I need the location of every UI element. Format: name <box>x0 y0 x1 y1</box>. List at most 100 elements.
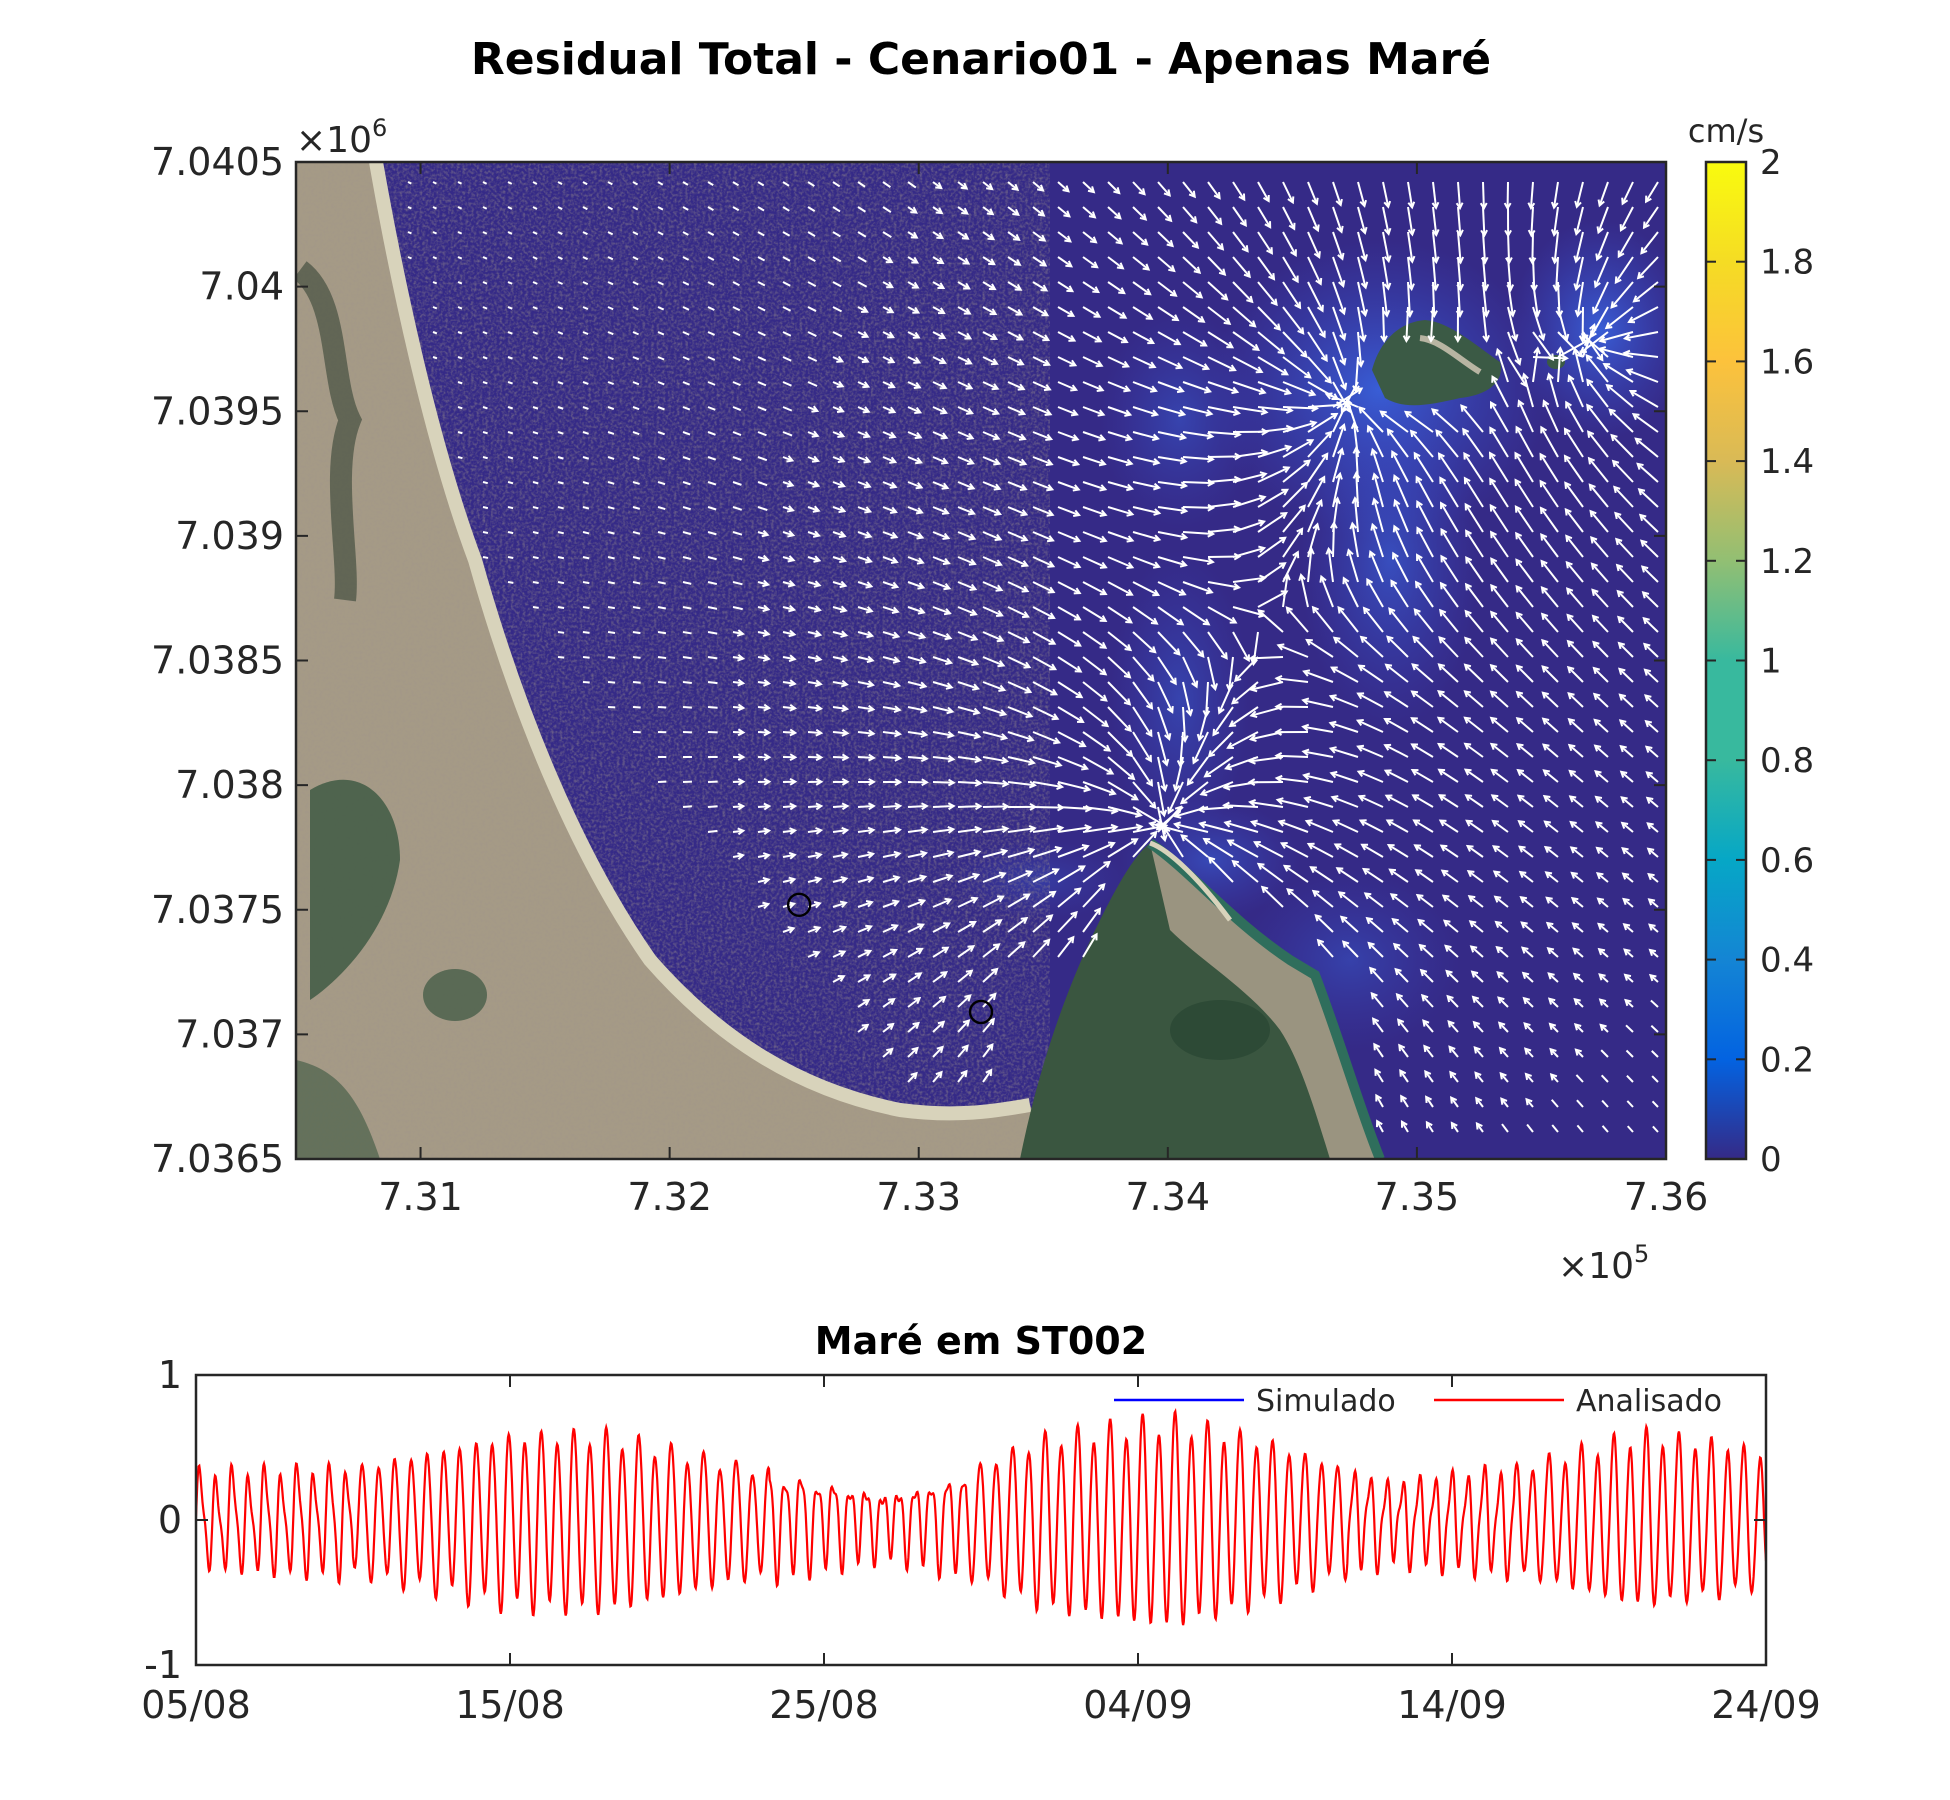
velocity-vector-head <box>1163 189 1172 197</box>
velocity-vector <box>1082 883 1105 908</box>
velocity-vector-head <box>1524 1072 1532 1081</box>
velocity-vector <box>1331 666 1359 683</box>
velocity-vector-head <box>1202 363 1211 371</box>
velocity-vector-head <box>1099 535 1108 543</box>
velocity-vector-head <box>1319 574 1327 583</box>
velocity-vector <box>1337 606 1359 633</box>
velocity-vector <box>1032 606 1055 619</box>
velocity-vector-head <box>972 872 981 881</box>
velocity-vector <box>657 681 667 684</box>
velocity-vector-head <box>1213 191 1221 200</box>
velocity-vector-head <box>1538 333 1546 342</box>
velocity-vector-head <box>1250 658 1258 667</box>
velocity-vector-head <box>1567 717 1576 726</box>
velocity-vector-head <box>1176 618 1185 626</box>
velocity-vector-head <box>1247 756 1256 765</box>
velocity-vector-head <box>1431 201 1440 210</box>
velocity-vector <box>1107 556 1133 569</box>
velocity-vector-head <box>1416 526 1424 535</box>
velocity-vector-head <box>1591 588 1599 596</box>
velocity-vector-head <box>1439 581 1447 590</box>
velocity-vector <box>1457 281 1461 317</box>
velocity-vector <box>507 531 514 535</box>
velocity-vector-head <box>787 579 796 588</box>
velocity-vector-head <box>789 728 798 737</box>
velocity-vector <box>932 1071 943 1083</box>
velocity-vector <box>707 256 715 261</box>
velocity-vector <box>1646 797 1659 808</box>
velocity-vector-head <box>1489 426 1497 434</box>
velocity-vector-head <box>1054 760 1063 768</box>
velocity-vector-head <box>1164 214 1173 223</box>
velocity-vector <box>882 406 895 413</box>
velocity-vector-head <box>1096 384 1105 392</box>
velocity-vector-head <box>1465 555 1473 564</box>
velocity-vector-head <box>1488 451 1496 460</box>
velocity-vector <box>432 256 438 260</box>
velocity-vector-head <box>989 992 997 1001</box>
velocity-vector <box>557 631 565 634</box>
velocity-vector-head <box>1286 887 1294 896</box>
velocity-vector <box>1570 821 1584 833</box>
velocity-vector-head <box>1644 745 1653 753</box>
velocity-vector <box>1557 339 1589 358</box>
velocity-vector <box>1464 690 1484 708</box>
velocity-vector <box>1257 281 1278 306</box>
velocity-vector <box>832 950 845 958</box>
velocity-vector <box>1569 795 1584 808</box>
velocity-vector-head <box>1359 635 1368 643</box>
velocity-vector <box>907 1022 920 1033</box>
velocity-vector <box>1232 547 1265 558</box>
velocity-vector-head <box>911 256 920 264</box>
velocity-vector-head <box>1546 372 1554 381</box>
velocity-vector <box>607 331 614 336</box>
velocity-vector <box>882 973 896 983</box>
velocity-vector-head <box>1220 652 1228 660</box>
velocity-vector-head <box>1099 641 1108 649</box>
velocity-vector-head <box>763 679 772 687</box>
velocity-vector-head <box>786 480 795 488</box>
velocity-vector <box>1340 916 1359 933</box>
velocity-vector <box>682 181 689 186</box>
velocity-vector-head <box>1563 454 1571 463</box>
velocity-vector <box>932 456 948 464</box>
velocity-vector-head <box>1592 692 1601 701</box>
velocity-vector-head <box>1217 706 1225 715</box>
velocity-vector-head <box>985 1068 993 1077</box>
velocity-vector <box>1229 706 1259 727</box>
velocity-vector-head <box>1298 573 1306 582</box>
velocity-vector <box>1497 996 1509 1008</box>
velocity-vector-head <box>1514 451 1522 460</box>
velocity-vector-head <box>840 875 849 884</box>
velocity-vector-head <box>1264 221 1272 229</box>
velocity-vector <box>1407 231 1414 262</box>
velocity-vector-head <box>943 922 951 930</box>
velocity-vector <box>907 356 920 364</box>
velocity-vector <box>1082 206 1096 219</box>
velocity-vector <box>482 456 488 460</box>
velocity-vector <box>707 706 718 709</box>
velocity-vector-head <box>812 950 821 958</box>
velocity-vector <box>632 656 641 659</box>
velocity-vector <box>1521 921 1534 933</box>
velocity-vector-head <box>1288 222 1296 231</box>
velocity-vector <box>1326 393 1359 408</box>
velocity-vector-head <box>1491 819 1500 827</box>
velocity-vector <box>1566 614 1584 633</box>
velocity-vector <box>1493 845 1509 858</box>
velocity-vector <box>457 406 463 410</box>
velocity-vector <box>1541 613 1559 633</box>
velocity-vector <box>457 431 463 435</box>
velocity-vector-head <box>1099 668 1108 676</box>
velocity-vector <box>607 281 614 286</box>
velocity-vector <box>1232 331 1259 351</box>
velocity-vector <box>832 804 848 808</box>
tide-tick-marks <box>195 1374 1767 1666</box>
velocity-vector <box>1282 439 1314 458</box>
velocity-vector <box>907 1047 919 1058</box>
velocity-vector <box>557 181 563 185</box>
velocity-vector-head <box>892 656 901 664</box>
velocity-vector-head <box>1088 211 1097 219</box>
velocity-vector <box>1082 381 1104 392</box>
velocity-vector <box>882 206 892 213</box>
